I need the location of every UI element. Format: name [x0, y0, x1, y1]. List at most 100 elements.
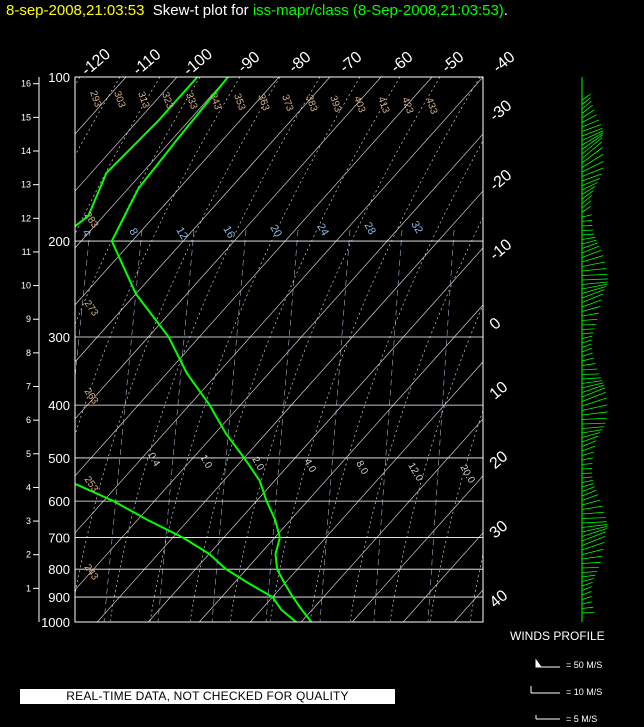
wind-barb	[581, 590, 592, 596]
wind-barb	[581, 281, 608, 285]
wind-barb	[581, 173, 602, 182]
top-temp-label: -80	[286, 49, 315, 77]
wind-barb	[581, 524, 608, 528]
pressure-tick-label: 100	[48, 70, 70, 85]
height-tick-label: 10	[21, 281, 31, 291]
height-tick-label: 4	[26, 482, 31, 492]
wind-barb	[581, 380, 603, 384]
wind-barb	[581, 505, 603, 510]
wind-barb	[581, 182, 598, 191]
wind-barb	[581, 141, 603, 159]
pressure-tick-label: 600	[48, 494, 70, 509]
theta-label: 263	[82, 386, 101, 406]
pressure-tick-label: 1000	[41, 615, 70, 630]
height-tick-label: 7	[26, 382, 31, 392]
wind-legend-50: = 50 M/S	[566, 660, 603, 670]
theta-label: 313	[135, 90, 151, 110]
wind-barb	[581, 397, 607, 407]
wind-barb	[581, 261, 606, 267]
wind-barb	[581, 239, 597, 245]
mixing-ratio-label: 20	[267, 223, 284, 240]
wind-barb	[581, 200, 592, 209]
right-temp-label: 40	[487, 587, 512, 612]
theta-label: 333	[183, 91, 199, 111]
mixing-ratio-label: 28	[361, 220, 378, 237]
wind-barb	[581, 97, 591, 105]
height-tick-label: 16	[21, 79, 31, 89]
dry-adiabat-line	[149, 77, 361, 622]
wind-barb	[581, 528, 607, 537]
wind-barb	[581, 343, 592, 348]
height-tick-label: 1	[26, 583, 31, 593]
pressure-tick-label: 800	[48, 562, 70, 577]
isotherm-line	[402, 532, 483, 622]
wind-barb	[581, 245, 600, 254]
wind-barb	[581, 411, 608, 416]
wind-barb	[581, 494, 599, 501]
plot-title: 8-sep-2008,21:03:53 Skew-t plot for iss-…	[6, 2, 508, 19]
pressure-tick-label: 900	[48, 590, 70, 605]
wind-barb	[581, 422, 606, 425]
moist-label: 12.0	[405, 461, 424, 484]
theta-label: 413	[375, 95, 391, 115]
moist-label: 0.4	[145, 451, 162, 469]
moist-label: 4.0	[301, 457, 318, 475]
isotherm-line	[351, 475, 483, 622]
wind-barb	[581, 167, 604, 177]
wind-barb	[581, 233, 595, 236]
wind-barb	[581, 299, 602, 308]
isotherm-line	[300, 418, 483, 622]
wind-barb	[581, 124, 602, 132]
right-temp-label: -30	[487, 97, 516, 125]
isotherm-line	[75, 77, 433, 477]
mixing-ratio-label: 16	[220, 224, 237, 241]
dewpoint-trace	[75, 77, 297, 622]
wind-barb	[581, 104, 593, 114]
wind-barb	[581, 278, 608, 281]
wind-barb	[581, 531, 606, 542]
isotherm-line	[75, 77, 280, 306]
wind-legend-10: = 10 M/S	[566, 687, 603, 697]
wind-barb	[581, 363, 596, 366]
dry-adiabat-line	[189, 77, 401, 622]
isotherm-line	[75, 77, 382, 420]
wind-barb	[581, 483, 594, 488]
title-source: iss-mapr/class (8-Sep-2008,21:03:53)	[252, 2, 504, 19]
wind-barb	[581, 324, 596, 326]
pressure-tick-label: 400	[48, 398, 70, 413]
wind-barb	[581, 134, 603, 150]
title-end: .	[503, 2, 508, 19]
wind-barb	[581, 195, 592, 204]
wind-barb	[581, 225, 593, 227]
theta-label: 373	[279, 93, 295, 113]
dry-adiabat-line	[630, 77, 644, 621]
wind-barb	[581, 555, 603, 560]
theta-label: 403	[351, 95, 367, 115]
wind-barb	[581, 312, 600, 317]
wind-barb	[581, 541, 605, 551]
mixing-ratio-label: 4	[79, 228, 92, 239]
wind-barb	[581, 236, 596, 240]
wind-barb	[581, 242, 599, 249]
top-temp-label: -70	[337, 49, 366, 77]
wind-barb	[581, 352, 593, 357]
isotherm-line	[249, 361, 483, 622]
isotherm-line	[147, 247, 483, 622]
wind-barb	[581, 318, 598, 321]
wind-barb	[581, 268, 607, 272]
plot-frame	[74, 76, 484, 623]
theta-label: 303	[111, 90, 127, 110]
wind-barb	[581, 114, 597, 123]
wind-barb	[581, 93, 591, 101]
moist-label: 20.0	[457, 463, 476, 486]
wind-legend-10-glyph	[530, 686, 560, 694]
wind-barb	[581, 153, 604, 168]
dry-adiabat-line	[349, 216, 483, 622]
wind-barb	[581, 457, 594, 461]
mixing-ratio-line	[319, 229, 351, 622]
isotherm-line	[96, 190, 483, 622]
wind-barb	[581, 293, 603, 303]
dry-adiabat-line	[75, 77, 161, 235]
pressure-tick-label: 700	[48, 531, 70, 546]
mixing-ratio-line	[157, 229, 195, 622]
